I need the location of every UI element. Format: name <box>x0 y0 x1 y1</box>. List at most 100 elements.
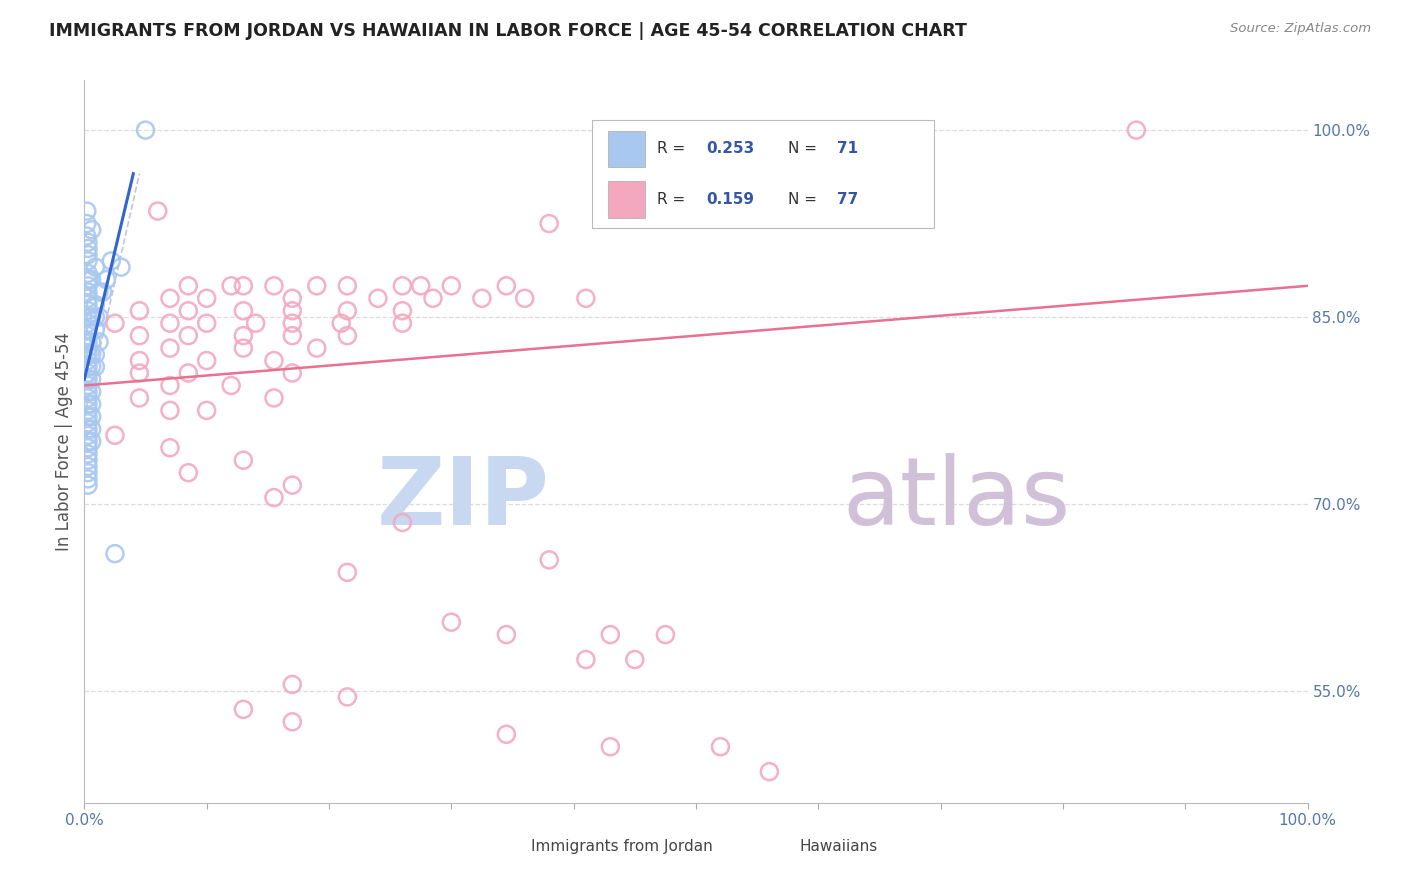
Point <box>232 702 254 716</box>
Point <box>77 409 100 424</box>
Point <box>80 409 103 424</box>
Point <box>336 328 359 343</box>
Point <box>281 291 304 305</box>
Text: atlas: atlas <box>842 453 1071 545</box>
Point <box>409 278 432 293</box>
Point <box>709 739 731 754</box>
Point <box>77 310 100 324</box>
Point <box>77 353 100 368</box>
Point <box>80 434 103 449</box>
Point <box>77 235 100 250</box>
Point <box>232 453 254 467</box>
Point <box>281 714 304 729</box>
Point <box>84 260 107 274</box>
Point <box>76 217 98 231</box>
Point <box>538 217 561 231</box>
Point <box>77 391 100 405</box>
Point <box>159 441 181 455</box>
Point <box>440 278 463 293</box>
Point <box>76 229 98 244</box>
Point <box>624 652 647 666</box>
Point <box>305 278 328 293</box>
Point <box>391 303 413 318</box>
Text: IMMIGRANTS FROM JORDAN VS HAWAIIAN IN LABOR FORCE | AGE 45-54 CORRELATION CHART: IMMIGRANTS FROM JORDAN VS HAWAIIAN IN LA… <box>49 22 967 40</box>
Point <box>77 378 100 392</box>
Bar <box>758 833 787 859</box>
Point <box>77 347 100 361</box>
Point <box>77 472 100 486</box>
Point <box>84 322 107 336</box>
Point <box>263 491 285 505</box>
Point <box>422 291 444 305</box>
Point <box>336 278 359 293</box>
Point <box>195 353 218 368</box>
Point <box>104 547 127 561</box>
Point <box>263 391 285 405</box>
Point <box>100 254 122 268</box>
Point <box>77 384 100 399</box>
Point <box>263 278 285 293</box>
Point <box>177 278 200 293</box>
Point <box>128 366 150 380</box>
Point <box>77 248 100 262</box>
Point <box>391 516 413 530</box>
Point <box>440 615 463 630</box>
Point <box>281 316 304 330</box>
Y-axis label: In Labor Force | Age 45-54: In Labor Force | Age 45-54 <box>55 332 73 551</box>
Point <box>84 310 107 324</box>
Point <box>80 347 103 361</box>
Point <box>77 453 100 467</box>
FancyBboxPatch shape <box>592 120 935 228</box>
Point <box>758 764 780 779</box>
Point <box>84 347 107 361</box>
Text: R =: R = <box>657 142 690 156</box>
Point <box>80 223 103 237</box>
Point <box>232 328 254 343</box>
Point <box>80 334 103 349</box>
Point <box>77 334 100 349</box>
Point <box>77 278 100 293</box>
Point <box>263 353 285 368</box>
Point <box>513 291 536 305</box>
Point <box>77 254 100 268</box>
Point <box>281 328 304 343</box>
Point <box>77 328 100 343</box>
Point <box>177 303 200 318</box>
Point <box>87 310 110 324</box>
Point <box>195 316 218 330</box>
Bar <box>607 181 644 218</box>
Point <box>391 278 413 293</box>
Point <box>159 403 181 417</box>
Point <box>87 334 110 349</box>
Text: 0.253: 0.253 <box>706 142 754 156</box>
Point <box>305 341 328 355</box>
Text: R =: R = <box>657 192 690 207</box>
Point <box>599 739 621 754</box>
Point <box>281 303 304 318</box>
Point <box>281 677 304 691</box>
Point <box>159 291 181 305</box>
Point <box>76 204 98 219</box>
Point <box>77 297 100 311</box>
Point <box>104 316 127 330</box>
Point <box>77 242 100 256</box>
Point <box>77 403 100 417</box>
Point <box>599 627 621 641</box>
Point <box>77 266 100 280</box>
Point <box>654 627 676 641</box>
Point <box>128 391 150 405</box>
Point <box>336 690 359 704</box>
Point <box>471 291 494 305</box>
Point <box>80 272 103 286</box>
Point <box>232 278 254 293</box>
Point <box>77 322 100 336</box>
Point <box>219 378 242 392</box>
Point <box>77 285 100 299</box>
Point <box>1125 123 1147 137</box>
Point <box>80 397 103 411</box>
Point <box>77 422 100 436</box>
Point <box>159 341 181 355</box>
Point <box>330 316 353 330</box>
Point <box>110 260 132 274</box>
Text: ZIP: ZIP <box>377 453 550 545</box>
